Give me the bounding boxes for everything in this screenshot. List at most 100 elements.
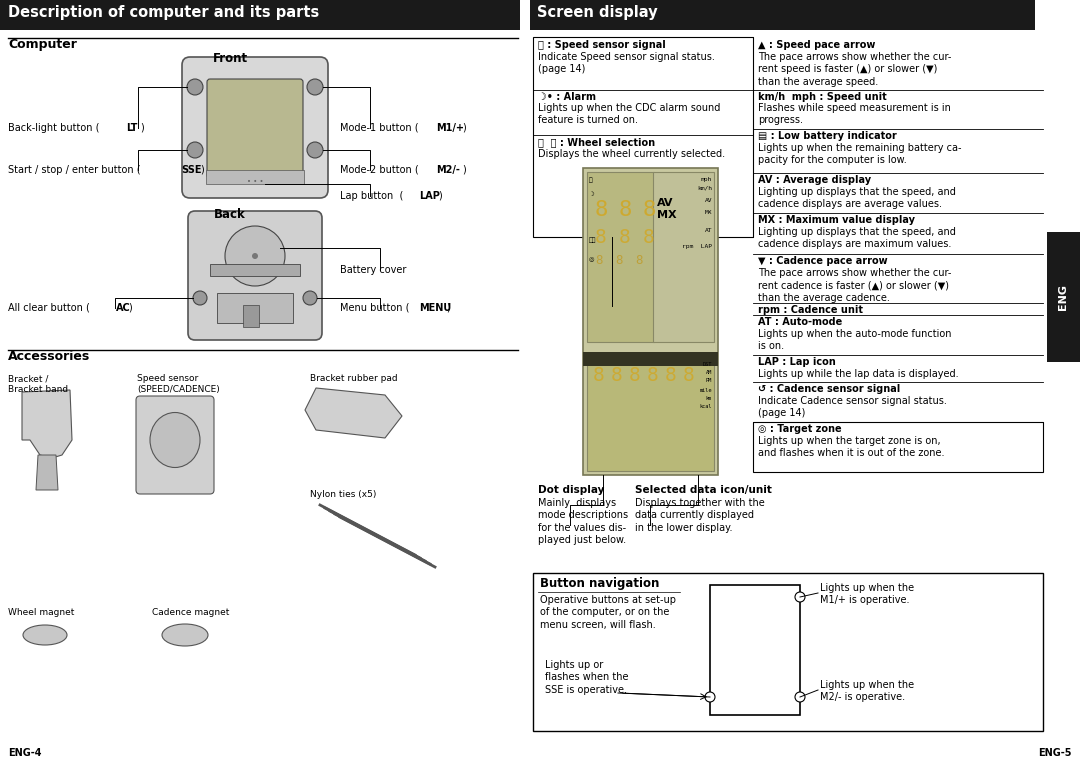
Text: Mode-1 button (: Mode-1 button ( bbox=[340, 123, 419, 133]
Circle shape bbox=[307, 142, 323, 158]
Text: mph: mph bbox=[701, 177, 712, 182]
Text: 8: 8 bbox=[619, 228, 631, 247]
Text: Indicate Cadence sensor signal status.
(page 14): Indicate Cadence sensor signal status. (… bbox=[758, 396, 947, 418]
Circle shape bbox=[303, 291, 318, 305]
Text: Back-light button (: Back-light button ( bbox=[8, 123, 99, 133]
Text: Bracket rubber pad: Bracket rubber pad bbox=[310, 374, 397, 383]
Text: LAP : Lap icon: LAP : Lap icon bbox=[758, 357, 836, 367]
Polygon shape bbox=[305, 388, 402, 438]
Text: ▼ : Cadence pace arrow: ▼ : Cadence pace arrow bbox=[758, 256, 888, 266]
Circle shape bbox=[252, 253, 258, 259]
Bar bbox=[588, 358, 714, 471]
Text: 8: 8 bbox=[643, 228, 654, 247]
Text: Menu button (: Menu button ( bbox=[340, 303, 409, 313]
Text: ENG-4: ENG-4 bbox=[8, 748, 41, 758]
Text: M1/+: M1/+ bbox=[436, 123, 464, 133]
Text: The pace arrows show whether the cur-
rent cadence is faster (▲) or slower (▼)
t: The pace arrows show whether the cur- re… bbox=[758, 268, 951, 303]
Text: Description of computer and its parts: Description of computer and its parts bbox=[8, 5, 320, 20]
Circle shape bbox=[225, 226, 285, 286]
Text: Wheel magnet: Wheel magnet bbox=[8, 608, 75, 617]
Ellipse shape bbox=[162, 624, 208, 646]
Text: Flashes while speed measurement is in
progress.: Flashes while speed measurement is in pr… bbox=[758, 103, 950, 126]
Text: 8: 8 bbox=[683, 366, 694, 385]
Text: LT: LT bbox=[126, 123, 137, 133]
Text: MENU: MENU bbox=[419, 303, 451, 313]
Text: Indicate Speed sensor signal status.
(page 14): Indicate Speed sensor signal status. (pa… bbox=[538, 52, 715, 75]
Text: ): ) bbox=[462, 165, 465, 175]
Text: All clear button (: All clear button ( bbox=[8, 303, 90, 313]
Text: LAP: LAP bbox=[419, 191, 440, 201]
Ellipse shape bbox=[150, 412, 200, 468]
Text: M2/-: M2/- bbox=[436, 165, 460, 175]
Text: Cadence magnet: Cadence magnet bbox=[152, 608, 229, 617]
Text: Start / stop / enter button (: Start / stop / enter button ( bbox=[8, 165, 140, 175]
Text: ): ) bbox=[462, 123, 465, 133]
Text: Mainly  displays
mode descriptions
for the values dis-
played just below.: Mainly displays mode descriptions for th… bbox=[538, 498, 629, 545]
Text: 8: 8 bbox=[643, 200, 657, 220]
Text: Back: Back bbox=[214, 208, 246, 221]
Text: ☽• : Alarm: ☽• : Alarm bbox=[538, 92, 596, 102]
Text: km/h  mph : Speed unit: km/h mph : Speed unit bbox=[758, 92, 887, 102]
Text: 8: 8 bbox=[593, 366, 605, 385]
Text: Nylon ties (x5): Nylon ties (x5) bbox=[310, 490, 376, 499]
Text: AT : Auto-mode: AT : Auto-mode bbox=[758, 317, 842, 327]
Text: AV : Average display: AV : Average display bbox=[758, 175, 872, 185]
Text: DST: DST bbox=[703, 362, 712, 367]
Text: ): ) bbox=[446, 303, 449, 313]
Text: ⒶⒷ: ⒶⒷ bbox=[589, 237, 596, 242]
Text: km/h: km/h bbox=[697, 186, 712, 191]
Text: • • •: • • • bbox=[246, 179, 264, 185]
Bar bbox=[534, 573, 1043, 731]
Text: AV: AV bbox=[657, 198, 674, 208]
Text: Screen display: Screen display bbox=[537, 5, 658, 20]
Text: Lights up or
flashes when the
SSE is operative.: Lights up or flashes when the SSE is ope… bbox=[545, 660, 629, 695]
Text: MX : Maximum value display: MX : Maximum value display bbox=[758, 215, 915, 225]
Text: kcal: kcal bbox=[700, 404, 712, 409]
Text: Accessories: Accessories bbox=[8, 350, 91, 363]
Text: ☽: ☽ bbox=[589, 192, 595, 197]
Text: 8: 8 bbox=[595, 200, 608, 220]
Bar bbox=[588, 172, 654, 342]
Text: Operative buttons at set-up
of the computer, or on the
menu screen, will flash.: Operative buttons at set-up of the compu… bbox=[540, 595, 676, 630]
Text: km: km bbox=[705, 396, 712, 401]
Bar bbox=[206, 170, 303, 184]
Text: mile: mile bbox=[700, 388, 712, 393]
Polygon shape bbox=[36, 455, 58, 490]
Circle shape bbox=[193, 291, 207, 305]
Text: ): ) bbox=[200, 165, 204, 175]
Circle shape bbox=[795, 692, 805, 702]
Text: PM: PM bbox=[705, 378, 712, 383]
Bar bbox=[210, 264, 300, 276]
Text: Button navigation: Button navigation bbox=[540, 577, 660, 590]
Text: Speed sensor
(SPEED/CADENCE): Speed sensor (SPEED/CADENCE) bbox=[137, 374, 219, 394]
Polygon shape bbox=[22, 390, 72, 458]
Text: Front: Front bbox=[213, 52, 247, 65]
Ellipse shape bbox=[23, 625, 67, 645]
Text: ▲ : Speed pace arrow: ▲ : Speed pace arrow bbox=[758, 40, 876, 50]
Text: 8: 8 bbox=[615, 254, 622, 267]
Text: Dot display: Dot display bbox=[538, 485, 605, 495]
Bar bbox=[0, 0, 519, 30]
Text: rpm : Cadence unit: rpm : Cadence unit bbox=[758, 305, 863, 315]
Text: 8: 8 bbox=[629, 366, 640, 385]
Text: 8: 8 bbox=[595, 254, 603, 267]
Text: Ⓐ  Ⓑ : Wheel selection: Ⓐ Ⓑ : Wheel selection bbox=[538, 137, 656, 147]
Text: Computer: Computer bbox=[8, 38, 77, 51]
Text: ENG-5: ENG-5 bbox=[1039, 748, 1072, 758]
Text: Lights up when the
M1/+ is operative.: Lights up when the M1/+ is operative. bbox=[820, 583, 914, 605]
Bar bbox=[530, 0, 1035, 30]
Text: rpm  LAP: rpm LAP bbox=[681, 244, 712, 249]
Circle shape bbox=[187, 142, 203, 158]
Text: ): ) bbox=[140, 123, 144, 133]
Text: Selected data icon/unit: Selected data icon/unit bbox=[635, 485, 772, 495]
FancyBboxPatch shape bbox=[136, 396, 214, 494]
Text: AM: AM bbox=[705, 370, 712, 375]
Bar bbox=[217, 293, 293, 323]
Circle shape bbox=[307, 79, 323, 95]
Text: Lights up when the CDC alarm sound
feature is turned on.: Lights up when the CDC alarm sound featu… bbox=[538, 103, 720, 126]
Text: ↺ : Cadence sensor signal: ↺ : Cadence sensor signal bbox=[758, 384, 901, 394]
Text: Lights up when the auto-mode function
is on.: Lights up when the auto-mode function is… bbox=[758, 329, 951, 351]
Text: Displays together with the
data currently displayed
in the lower display.: Displays together with the data currentl… bbox=[635, 498, 765, 533]
Text: Lighting up displays that the speed, and
cadence displays are average values.: Lighting up displays that the speed, and… bbox=[758, 187, 956, 210]
Text: AT: AT bbox=[704, 228, 712, 233]
